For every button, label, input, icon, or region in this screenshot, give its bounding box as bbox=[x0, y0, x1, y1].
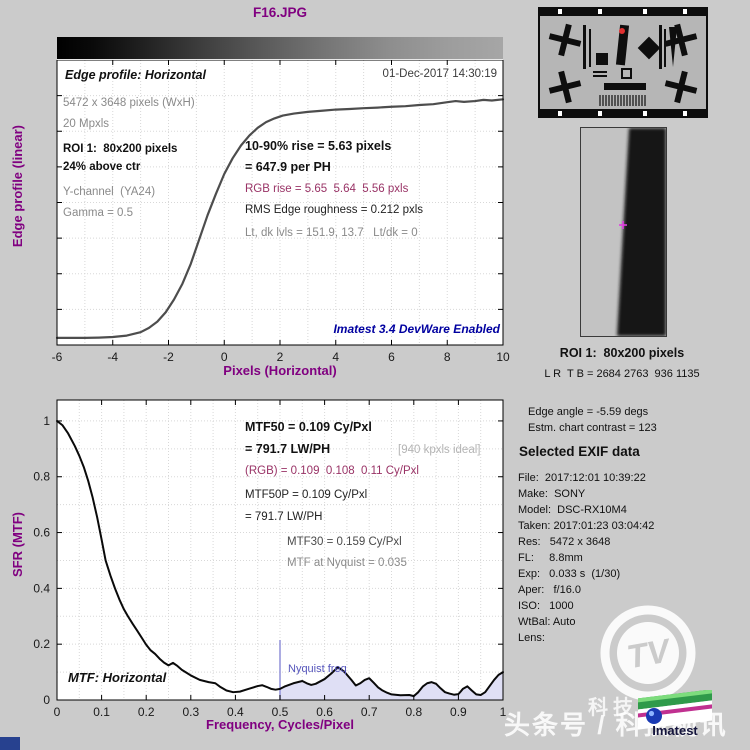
roi-marker-dot bbox=[619, 28, 625, 34]
x-tick-label: 0.7 bbox=[361, 705, 378, 719]
x-tick-label: -6 bbox=[52, 350, 63, 364]
x-tick-label: 0.6 bbox=[316, 705, 333, 719]
x-tick-label: 0 bbox=[54, 705, 61, 719]
exif-heading: Selected EXIF data bbox=[519, 444, 640, 459]
edge-levels: Lt, dk lvls = 151.9, 13.7 Lt/dk = 0 bbox=[245, 227, 418, 239]
chart-grating bbox=[599, 95, 646, 106]
corner-blue-square bbox=[0, 737, 20, 750]
exif-line-wtbal: WtBal: Auto bbox=[518, 616, 576, 628]
edge-profile-curve bbox=[55, 98, 505, 339]
mtf-ideal-note: [940 kpxls ideal] bbox=[398, 444, 481, 456]
edge-gamma: Gamma = 0.5 bbox=[63, 207, 133, 219]
x-tick-label: 8 bbox=[444, 350, 451, 364]
edge-profile-plot: -6 -4 -2 0 2 4 6 8 10 bbox=[52, 60, 510, 364]
edge-channel: Y-channel (YA24) bbox=[63, 186, 156, 198]
y-tick-label: 0.2 bbox=[33, 637, 50, 651]
edge-rise-line2: = 647.9 per PH bbox=[245, 160, 331, 174]
roi-coords: L R T B = 2684 2763 936 1135 bbox=[544, 368, 700, 380]
mtf-curve bbox=[56, 419, 504, 698]
chart-contrast: Estm. chart contrast = 123 bbox=[528, 422, 657, 434]
edge-rise-line1: 10-90% rise = 5.63 pixels bbox=[245, 139, 392, 153]
x-tick-label: 10 bbox=[496, 350, 510, 364]
x-tick-label: 0.2 bbox=[138, 705, 155, 719]
imatest-logo: Imatest bbox=[638, 690, 712, 740]
y-tick-label: 1 bbox=[43, 414, 50, 428]
exif-line-lens: Lens: bbox=[518, 632, 545, 644]
edge-gradient-bar bbox=[57, 37, 503, 61]
x-tick-label: 0.9 bbox=[450, 705, 467, 719]
edge-datetime: 01-Dec-2017 14:30:19 bbox=[382, 68, 497, 80]
x-tick-label: 4 bbox=[332, 350, 339, 364]
nyquist-freq-label: Nyquist freq bbox=[288, 663, 347, 675]
tv-logo-letters: TV bbox=[624, 631, 675, 675]
x-tick-label: 0.5 bbox=[272, 705, 289, 719]
edge-angle: Edge angle = -5.59 degs bbox=[528, 406, 649, 418]
imatest-logo-text: Imatest bbox=[652, 723, 698, 738]
x-tick-label: 2 bbox=[277, 350, 284, 364]
figure-title: F16.JPG bbox=[252, 5, 308, 20]
x-tick-label: 1 bbox=[500, 705, 507, 719]
exif-line-taken: Taken: 2017:01:23 03:04:42 bbox=[518, 520, 655, 532]
y-tick-label: 0 bbox=[43, 693, 50, 707]
tv-logo-watermark: TV bbox=[600, 605, 696, 701]
x-tick-label: 0 bbox=[221, 350, 228, 364]
mtf-x-axis-label: Frequency, Cycles/Pixel bbox=[206, 717, 354, 732]
mtf-rgb: (RGB) = 0.109 0.108 0.11 Cy/Pxl bbox=[245, 465, 419, 477]
mtf-corner-label: MTF: Horizontal bbox=[68, 670, 167, 685]
x-tick-label: 0.8 bbox=[405, 705, 422, 719]
test-chart-thumbnail bbox=[538, 7, 708, 118]
mtf-plot: 0 0.1 0.2 0.3 0.4 0.5 0.6 0.7 0.8 0.9 1 0 0.2 0.4 0.6 0… bbox=[33, 399, 507, 719]
x-tick-label: 0.3 bbox=[182, 705, 199, 719]
edge-size-line: 5472 x 3648 pixels (WxH) bbox=[63, 97, 195, 109]
edge-roi-line1: ROI 1: 80x200 pixels bbox=[63, 143, 178, 155]
mtf30-line: MTF30 = 0.159 Cy/Pxl bbox=[287, 536, 402, 548]
edge-roi-line2: 24% above ctr bbox=[63, 161, 141, 173]
mtf-nyquist-value: MTF at Nyquist = 0.035 bbox=[287, 557, 407, 569]
y-tick-label: 0.8 bbox=[33, 470, 50, 484]
mtf50-line2: = 791.7 LW/PH bbox=[245, 442, 331, 456]
exif-line-fl: FL: 8.8mm bbox=[518, 552, 583, 564]
chart-center-bar bbox=[615, 24, 630, 66]
mtf-fill-area bbox=[280, 667, 503, 700]
x-tick-label: 0.1 bbox=[93, 705, 110, 719]
roi-crop-image bbox=[580, 127, 667, 337]
x-tick-label: 0.4 bbox=[227, 705, 244, 719]
exif-line-model: Model: DSC-RX10M4 bbox=[518, 504, 627, 516]
mtf50p-line2: = 791.7 LW/PH bbox=[245, 511, 323, 523]
edge-rgb-rise: RGB rise = 5.65 5.64 5.56 pxls bbox=[245, 183, 409, 195]
imatest-devware-watermark: Imatest 3.4 DevWare Enabled bbox=[333, 322, 500, 336]
mtf-y-axis-label: SFR (MTF) bbox=[10, 512, 25, 577]
chart-corner-crosses bbox=[548, 23, 698, 104]
mtf50p-line1: MTF50P = 0.109 Cy/Pxl bbox=[245, 489, 368, 501]
exif-line-iso: ISO: 1000 bbox=[518, 600, 574, 612]
roi-center-marker bbox=[619, 221, 627, 229]
y-tick-label: 0.4 bbox=[33, 581, 50, 595]
exif-line-file: File: 2017:12:01 10:39:22 bbox=[518, 472, 646, 484]
edge-heading: Edge profile: Horizontal bbox=[65, 68, 206, 82]
x-tick-label: -4 bbox=[107, 350, 118, 364]
roi-title: ROI 1: 80x200 pixels bbox=[559, 346, 685, 360]
edge-rms: RMS Edge roughness = 0.212 pxls bbox=[245, 204, 424, 216]
x-tick-label: -2 bbox=[163, 350, 174, 364]
edge-x-axis-label: Pixels (Horizontal) bbox=[223, 363, 337, 378]
exif-line-make: Make: SONY bbox=[518, 488, 586, 500]
edge-mpx-line: 20 Mpxls bbox=[63, 118, 110, 130]
exif-line-aper: Aper: f/16.0 bbox=[518, 584, 581, 596]
exif-line-res: Res: 5472 x 3648 bbox=[518, 536, 611, 548]
edge-y-axis-label: Edge profile (linear) bbox=[10, 125, 25, 248]
y-tick-label: 0.6 bbox=[33, 526, 50, 540]
mtf50-line1: MTF50 = 0.109 Cy/Pxl bbox=[245, 420, 372, 434]
x-tick-label: 6 bbox=[388, 350, 395, 364]
exif-line-exp: Exp: 0.033 s (1/30) bbox=[518, 568, 621, 580]
